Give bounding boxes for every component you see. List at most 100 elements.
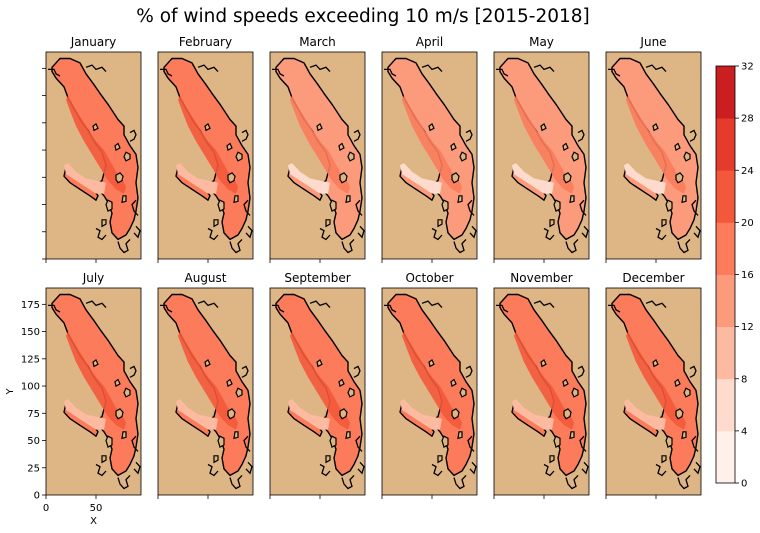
colorbar-segment xyxy=(716,118,735,171)
high-wind-core xyxy=(290,95,350,194)
panel-title: July xyxy=(82,271,105,285)
island xyxy=(325,219,331,228)
coastline xyxy=(133,225,141,239)
coastline xyxy=(384,304,397,313)
island xyxy=(652,358,659,368)
island xyxy=(121,195,127,204)
island xyxy=(345,195,351,204)
island xyxy=(571,387,579,398)
map-panel-december: December xyxy=(605,271,702,499)
coastline xyxy=(131,435,139,452)
island xyxy=(347,151,355,162)
panel-title: June xyxy=(639,35,666,49)
island xyxy=(204,358,211,368)
inlet-water xyxy=(624,399,666,430)
island xyxy=(451,172,460,184)
coastline xyxy=(465,129,473,142)
island xyxy=(92,358,99,368)
island xyxy=(459,387,467,398)
panel-frame xyxy=(493,51,590,260)
coastline xyxy=(453,474,467,490)
inlet-water xyxy=(512,399,554,430)
coastline xyxy=(421,300,443,309)
panel-frame xyxy=(157,287,254,496)
colorbar-tick-label: 16 xyxy=(741,270,754,281)
inlet-water xyxy=(64,163,106,194)
coastline xyxy=(243,199,251,216)
island xyxy=(540,122,547,132)
colorbar-segment xyxy=(716,274,735,328)
coastline xyxy=(353,129,361,142)
island xyxy=(675,172,684,184)
panel-frame xyxy=(381,287,478,496)
coastline xyxy=(207,227,219,241)
coastline xyxy=(431,463,443,477)
island xyxy=(339,408,348,420)
island xyxy=(571,151,579,162)
coastline xyxy=(129,365,137,378)
panel-title: April xyxy=(416,35,443,49)
map-panel-march: March xyxy=(269,35,366,263)
coastline xyxy=(341,238,355,254)
coastline xyxy=(95,227,107,241)
coastline xyxy=(133,461,141,475)
coastline xyxy=(245,461,253,475)
coastline xyxy=(608,304,621,313)
island xyxy=(569,431,575,440)
island xyxy=(553,199,561,212)
panel-title: October xyxy=(405,271,453,285)
colorbar-segment xyxy=(716,378,735,432)
high-wind-core xyxy=(402,331,462,430)
coastline xyxy=(357,225,365,239)
colorbar-tick-label: 20 xyxy=(741,218,754,229)
coastline xyxy=(229,238,243,254)
island xyxy=(325,455,331,464)
island xyxy=(451,408,460,420)
island xyxy=(683,387,691,398)
inlet-water xyxy=(400,399,442,430)
island xyxy=(316,122,323,132)
coastline xyxy=(543,463,555,477)
coastline xyxy=(577,365,585,378)
coastline xyxy=(207,463,219,477)
coastline xyxy=(579,435,587,452)
high-wind-core xyxy=(66,95,126,194)
coastline xyxy=(431,227,443,241)
island xyxy=(661,455,667,464)
coastline xyxy=(309,300,331,309)
y-tick-label: 25 xyxy=(27,463,40,474)
coastline xyxy=(677,474,691,490)
island xyxy=(563,408,572,420)
high-wind-core xyxy=(626,331,686,430)
coastline xyxy=(229,474,243,490)
coastline xyxy=(565,238,579,254)
colorbar-tick-label: 8 xyxy=(741,374,747,385)
island xyxy=(441,435,449,448)
coastline xyxy=(272,68,285,77)
island xyxy=(562,142,569,152)
island xyxy=(92,122,99,132)
colorbar-segment xyxy=(716,326,735,380)
coastline xyxy=(677,238,691,254)
island xyxy=(217,199,225,212)
island xyxy=(329,199,337,212)
island xyxy=(345,431,351,440)
island xyxy=(233,195,239,204)
island xyxy=(540,358,547,368)
island xyxy=(562,378,569,388)
high-wind-core xyxy=(66,331,126,430)
colorbar-segment xyxy=(716,222,735,275)
coastline xyxy=(160,304,173,313)
map-panel-february: February xyxy=(157,35,254,263)
coastline xyxy=(421,64,443,73)
coastline xyxy=(689,129,697,142)
island xyxy=(338,142,345,152)
coastline xyxy=(577,129,585,142)
panel-title: September xyxy=(284,271,350,285)
map-panel-august: August xyxy=(157,271,254,499)
panel-title: January xyxy=(70,35,117,49)
coastline xyxy=(691,199,699,216)
y-tick-label: 0 xyxy=(34,491,40,502)
island xyxy=(115,408,124,420)
